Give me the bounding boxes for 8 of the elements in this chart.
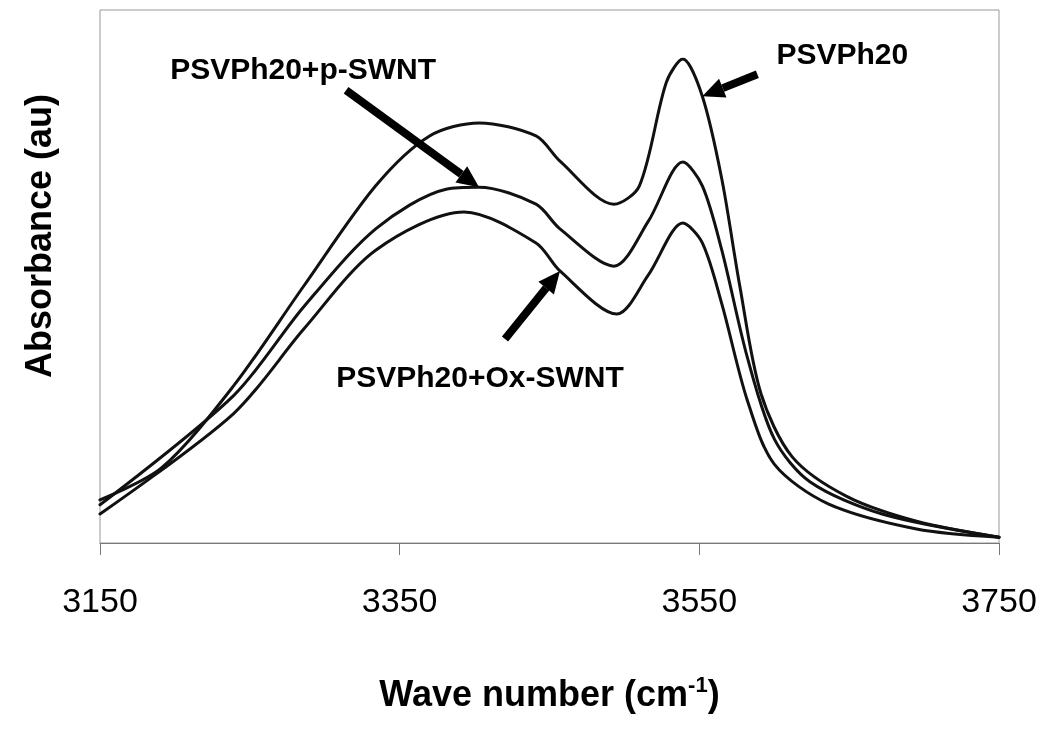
x-tick-label: 3350 — [361, 581, 438, 619]
x-tick-label: 3150 — [62, 581, 138, 619]
y-axis-title: Absorbance (au) — [17, 93, 59, 379]
series-label: PSVPh20+Ox-SWNT — [336, 359, 624, 393]
text: PSVPh20 — [776, 37, 909, 71]
x-tick-label: 3550 — [661, 581, 738, 619]
x-tick-label: 3750 — [961, 581, 1037, 619]
text: PSVPh20+p-SWNT — [170, 52, 437, 86]
